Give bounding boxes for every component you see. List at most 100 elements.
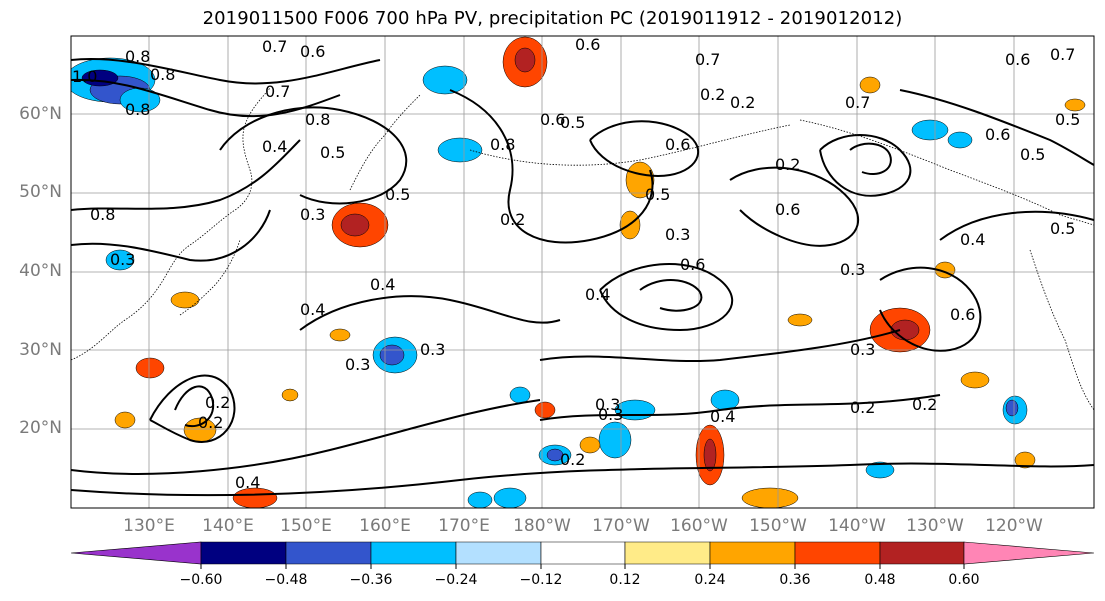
contour-label: 0.4: [585, 285, 610, 304]
colorbar-cells: [70, 541, 1095, 565]
contour-line: [939, 210, 1094, 241]
precip-shade: [579, 436, 601, 454]
contour-line: [71, 462, 1094, 497]
coastlines: [71, 87, 1094, 411]
precip-shade: [493, 487, 527, 508]
coastline-japan: [179, 239, 241, 316]
contour-label: 0.8: [305, 110, 330, 129]
contour-label: 0.6: [665, 135, 690, 154]
contour-line: [449, 89, 654, 244]
lat-label-20n: 20°N: [19, 418, 62, 438]
contour-label: 0.3: [665, 225, 690, 244]
contour-label: 0.6: [985, 125, 1010, 144]
contour-label: 0.6: [300, 42, 325, 61]
contour-label: 0.3: [598, 405, 623, 424]
colorbar-tick-label: 0.24: [694, 572, 726, 588]
lon-label-130w: 130°W: [906, 516, 964, 536]
precip-shade: [960, 371, 990, 389]
colorbar-cell: [794, 541, 881, 565]
precip-shade: [598, 421, 632, 459]
colorbar-cell: [285, 541, 372, 565]
graticule: [71, 36, 1094, 508]
precip-shade: [1014, 451, 1036, 469]
contour-label: 0.2: [730, 93, 755, 112]
colorbar-cell: [70, 541, 202, 565]
coastline-alaska: [799, 119, 1094, 226]
lat-label-40n: 40°N: [19, 261, 62, 281]
lat-label-50n: 50°N: [19, 182, 62, 202]
contour-label: 0.2: [912, 395, 937, 414]
contour-line: [71, 399, 541, 475]
contour-label: 0.6: [540, 110, 565, 129]
precip-shade: [947, 131, 973, 149]
colorbar-cell: [709, 541, 796, 565]
contour-label: 0.7: [1050, 45, 1075, 64]
contour-line: [639, 279, 703, 312]
precip-shade: [514, 47, 536, 73]
contour-label: 0.6: [575, 35, 600, 54]
precip-shade: [437, 137, 483, 163]
colorbar-tick-label: 0.12: [609, 572, 641, 588]
contour-label: 0.2: [850, 398, 875, 417]
contour-line: [879, 266, 982, 352]
contour-label: 0.4: [370, 275, 395, 294]
contour-labels: 0.80.7 0.61.0 0.80.70.80.4 0.50.50.50.80.30…: [72, 35, 1080, 492]
contour-line: [71, 58, 381, 85]
contour-line: [539, 329, 901, 363]
contour-line: [71, 139, 301, 211]
colorbar-cell: [879, 541, 965, 565]
lon-label-170e: 170°E: [438, 516, 490, 536]
contour-line: [899, 89, 1094, 166]
contour-label: 0.3: [300, 205, 325, 224]
contour-label: 0.2: [205, 393, 230, 412]
contour-label: 0.4: [300, 300, 325, 319]
precip-shade: [340, 213, 370, 237]
lon-label-120w: 120°W: [985, 516, 1043, 536]
lon-label-140w: 140°W: [828, 516, 886, 536]
contour-label: 0.3: [345, 355, 370, 374]
coastline-aleutians: [469, 124, 791, 166]
colorbar-cell: [963, 541, 1095, 565]
contour-label: 0.5: [1050, 219, 1075, 238]
contour-line: [729, 166, 860, 247]
contour-label: 0.6: [950, 305, 975, 324]
precip-shade: [105, 249, 135, 271]
lon-label-150w: 150°W: [749, 516, 807, 536]
contour-label: 0.3: [595, 395, 620, 414]
precip-shade: [114, 411, 136, 429]
contour-label: 0.3: [420, 340, 445, 359]
contour-label: 0.5: [320, 143, 345, 162]
colorbar-tick-marks: [200, 564, 965, 569]
contour-label: 0.7: [262, 37, 287, 56]
coastline-kamchatka: [349, 94, 421, 191]
contour-label: 0.6: [680, 255, 705, 274]
lon-label-140e: 140°E: [202, 516, 254, 536]
contour-label: 0.8: [125, 100, 150, 119]
contour-label: 0.2: [560, 450, 585, 469]
colorbar-cell: [200, 541, 287, 565]
precip-shade: [787, 313, 813, 327]
coastline-east-asia: [71, 87, 271, 361]
contour-line: [174, 385, 215, 428]
precip-shade: [467, 491, 493, 508]
contour-label: 0.7: [845, 93, 870, 112]
contour-line: [589, 120, 700, 177]
precip-shade: [865, 461, 895, 479]
contour-label: 0.2: [500, 210, 525, 229]
map-frame: [70, 35, 1095, 509]
colorbar-tick-label: −0.48: [264, 572, 308, 588]
precip-shade: [534, 401, 556, 419]
lon-label-180w: 180°W: [513, 516, 571, 536]
precip-shade: [911, 119, 949, 141]
colorbar-tick-label: −0.24: [434, 572, 478, 588]
contour-label: 0.8: [490, 135, 515, 154]
precip-shade: [859, 76, 881, 94]
contour-label: 0.5: [1055, 110, 1080, 129]
contour-label: 0.8: [150, 65, 175, 84]
contour-label: 0.2: [700, 85, 725, 104]
precipitation-shading: [71, 36, 1086, 508]
precip-shade: [625, 161, 655, 199]
map-title: 2019011500 F006 700 hPa PV, precipitatio…: [202, 8, 903, 29]
